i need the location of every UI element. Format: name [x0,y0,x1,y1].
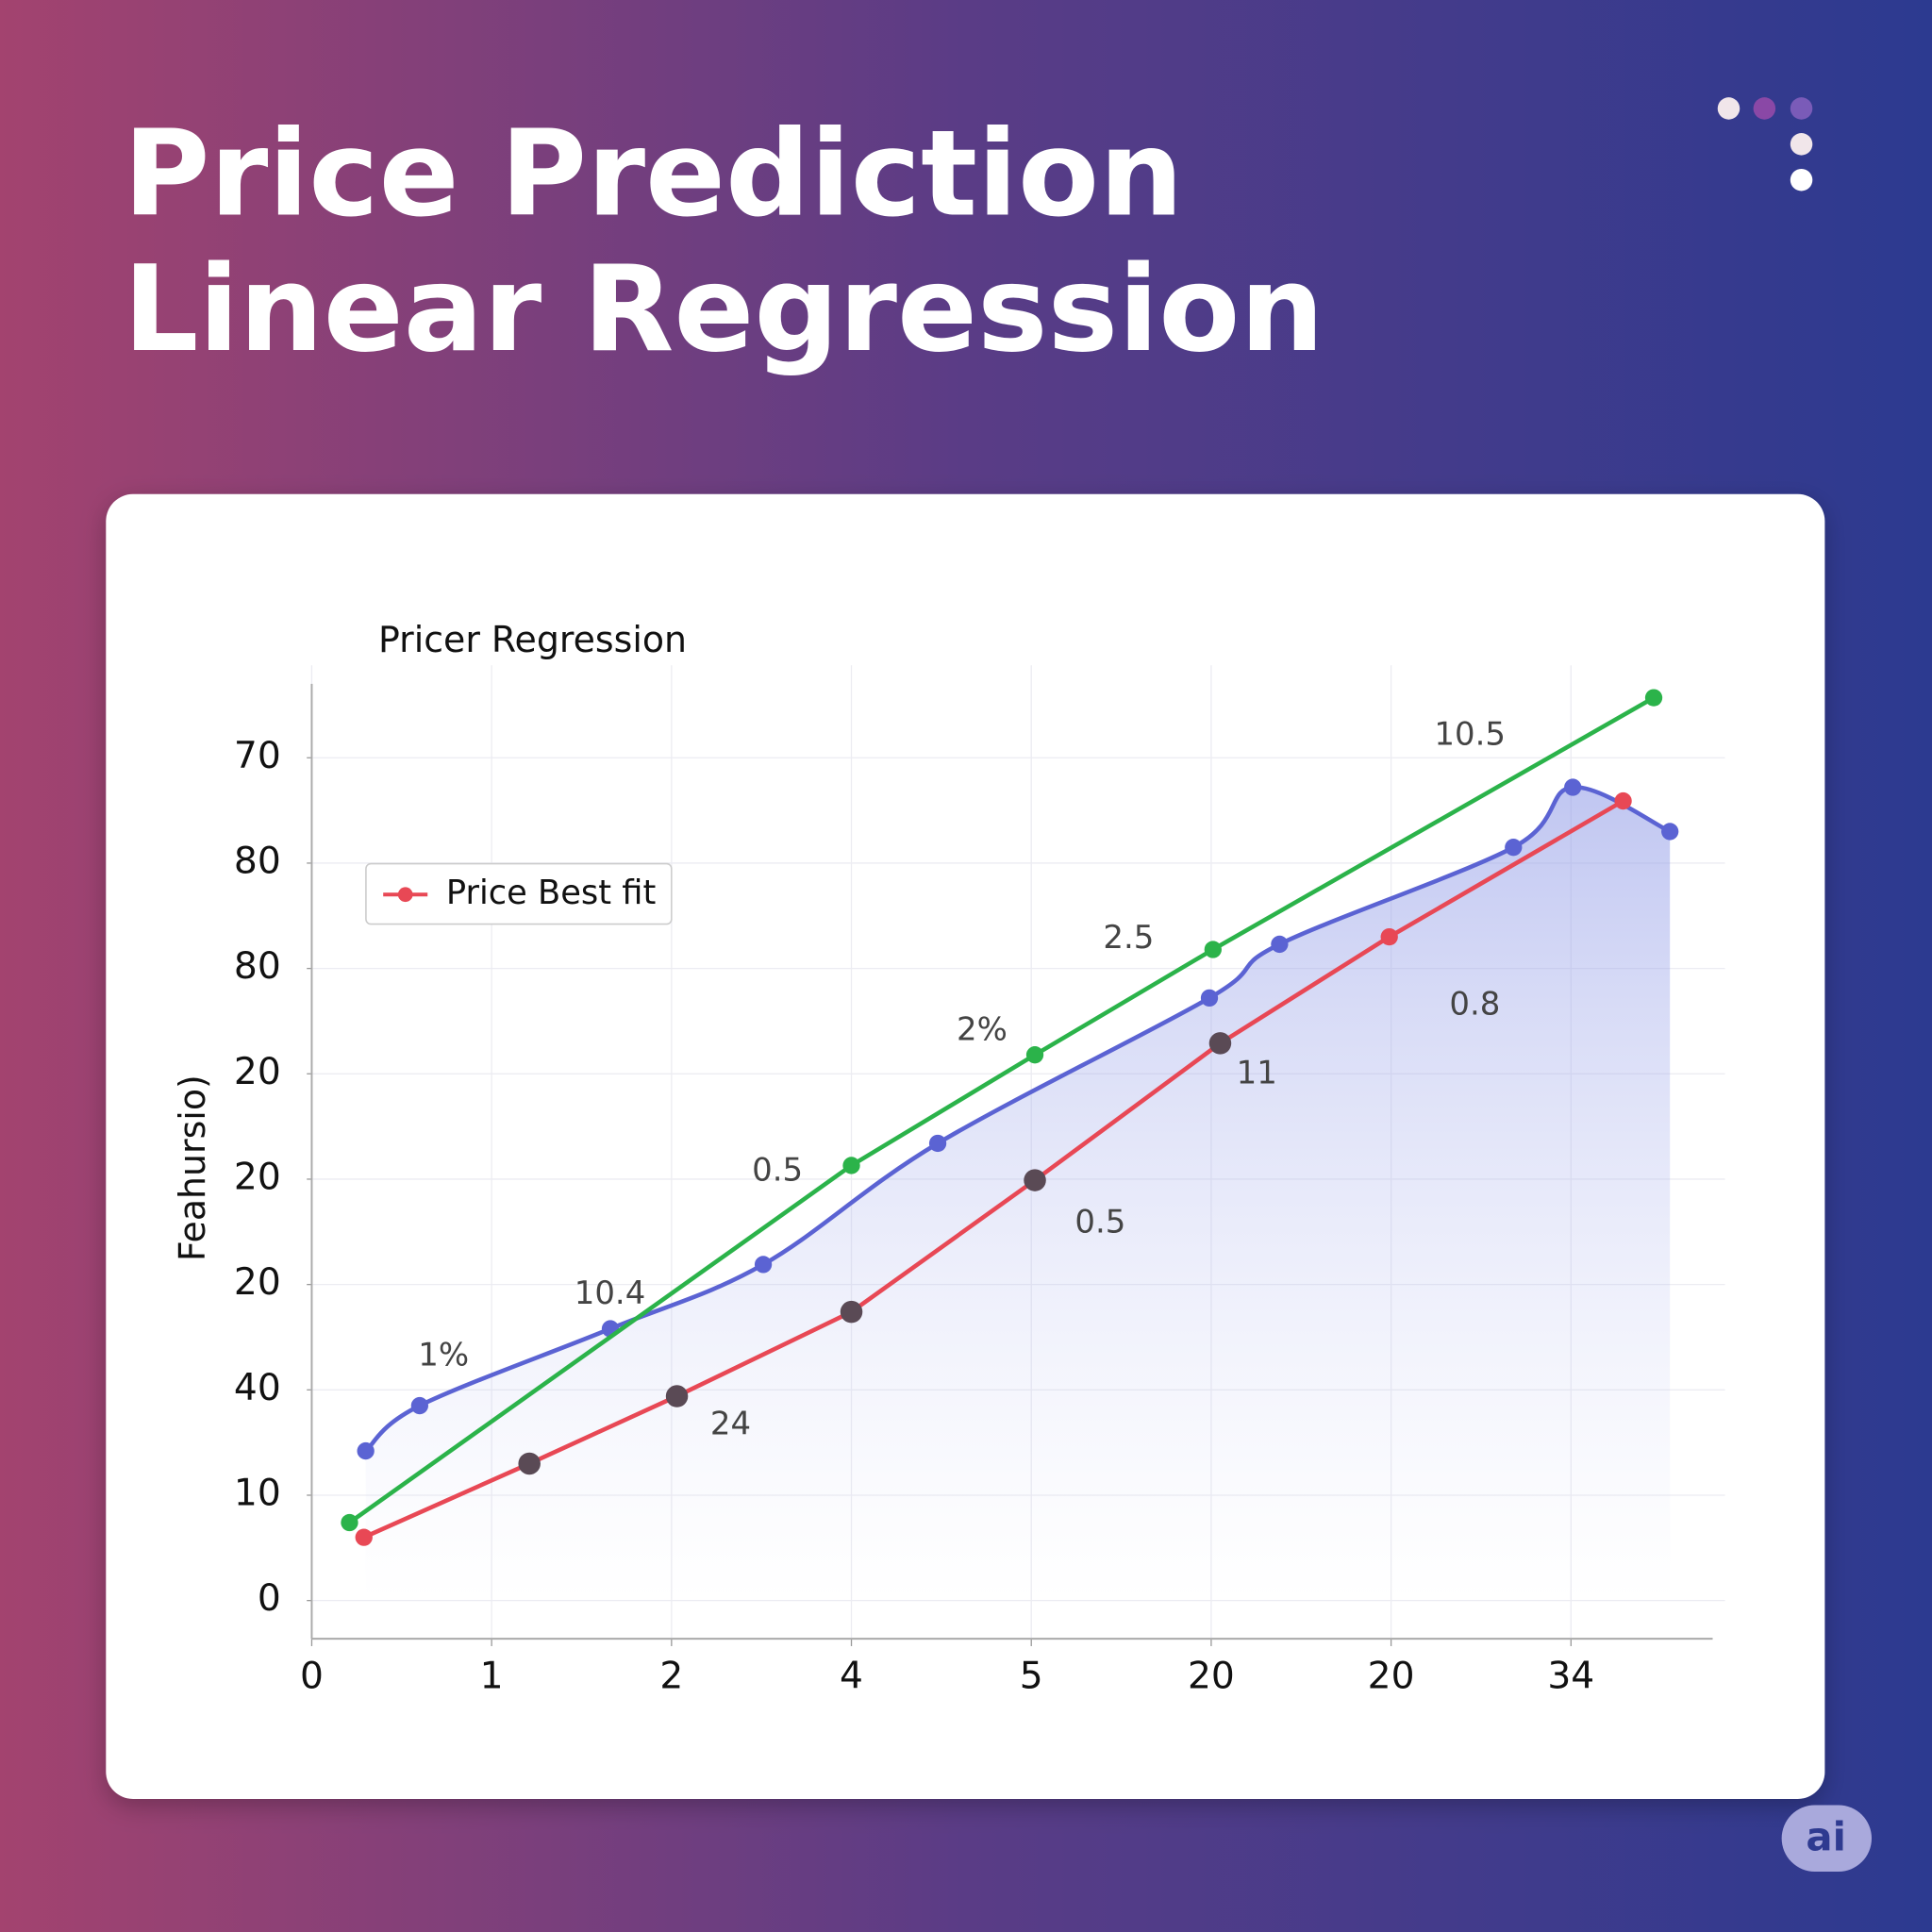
y-tick-label: 40 [234,1367,281,1409]
badge [1781,1805,1872,1872]
point [928,1134,947,1153]
y-tick-label: 70 [234,735,281,777]
annotation: 0.5 [1074,1203,1125,1241]
point [1644,689,1663,707]
point [410,1396,429,1415]
legend-marker [397,887,413,903]
point [665,1385,689,1407]
page-title: Linear Regression [124,241,1324,378]
y-tick-label: 80 [234,945,281,988]
annotation: 1% [418,1337,469,1374]
chart-title: Pricer Regression [378,619,687,660]
legend-label: Price Best fit [446,874,656,912]
point [355,1528,373,1546]
point [1614,791,1632,810]
point [341,1513,358,1532]
y-tick-label: 80 [234,840,281,882]
y-tick-label: 20 [234,1051,281,1093]
annotation: 2% [957,1011,1008,1049]
point [1661,823,1679,841]
annotation: 2.5 [1103,919,1154,957]
annotation: 24 [710,1406,751,1443]
point [518,1452,541,1475]
point [1204,941,1222,958]
y-axis-label: Feahursio) [172,1074,213,1261]
point [754,1256,773,1274]
y-tick-label: 20 [234,1261,281,1304]
point [842,1157,860,1174]
y-tick-label: 20 [234,1156,281,1198]
point [840,1300,863,1324]
point [1025,1046,1044,1064]
x-tick-label: 0 [300,1655,324,1697]
page-title: Price Prediction [124,105,1184,242]
x-tick-label: 2 [659,1655,683,1697]
y-tick-label: 0 [258,1577,281,1620]
x-tick-label: 20 [1368,1655,1415,1697]
point [357,1441,375,1460]
point [1271,935,1289,954]
line [364,785,1672,1453]
legend-box [365,862,673,925]
badge-text: ai [1806,1814,1846,1860]
point [1208,1032,1232,1055]
x-tick-label: 34 [1547,1655,1594,1697]
decoration-dots [1717,97,1813,192]
annotation: 10.4 [575,1274,646,1312]
point [1200,989,1219,1008]
annotation: 10.5 [1434,715,1506,753]
x-tick-label: 20 [1188,1655,1235,1697]
annotation: 0.5 [752,1152,803,1190]
point [1505,839,1523,857]
point [1380,927,1398,946]
x-tick-label: 5 [1020,1655,1043,1697]
annotation: 11 [1237,1054,1277,1091]
line [362,799,1624,1540]
x-tick-label: 4 [840,1655,863,1697]
y-tick-label: 10 [234,1472,281,1514]
x-tick-label: 1 [480,1655,504,1697]
point [1024,1169,1046,1191]
annotation: 0.8 [1449,985,1500,1023]
point [1564,778,1582,796]
